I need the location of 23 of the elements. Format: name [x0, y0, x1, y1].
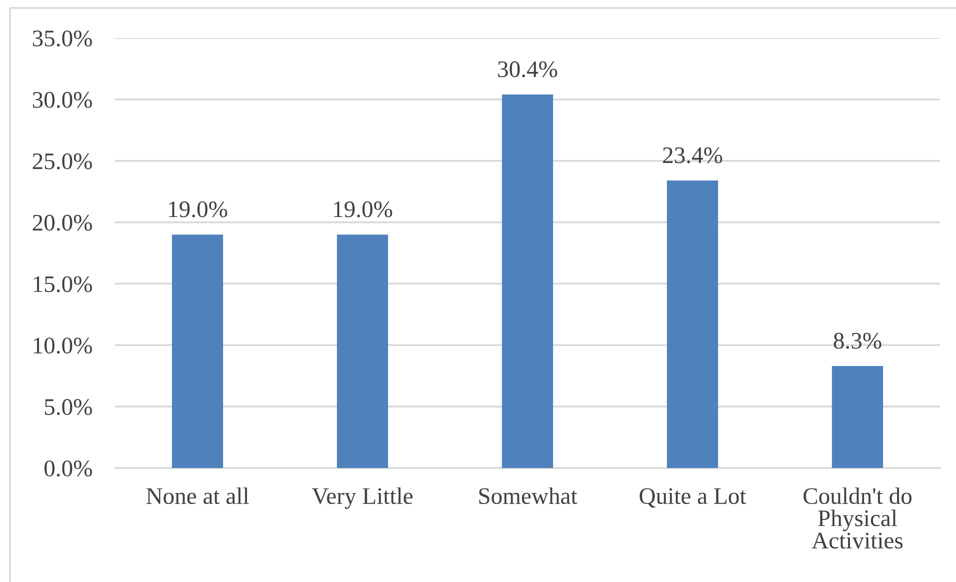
- y-tick-label: 35.0%: [32, 30, 92, 47]
- y-tick-label: 10.0%: [34, 338, 92, 354]
- bar: [172, 234, 224, 468]
- y-tick-label: 20.0%: [32, 214, 92, 231]
- data-label: 19.0%: [334, 201, 392, 218]
- y-tick-label: 5.0%: [44, 399, 92, 416]
- bar: [832, 366, 884, 468]
- x-tick-label: Very Little: [312, 487, 412, 509]
- bar: [666, 180, 718, 468]
- data-label: 30.4%: [498, 61, 558, 78]
- x-tick-label: Quite a Lot: [640, 488, 746, 508]
- bar: [502, 94, 554, 468]
- y-tick-label: 30.0%: [32, 92, 92, 108]
- y-tick-label: 0.0%: [44, 460, 92, 477]
- data-label: 19.0%: [169, 201, 228, 218]
- y-tick-label: 15.0%: [34, 276, 92, 292]
- x-tick-label: None at all: [146, 487, 249, 504]
- x-tick-label: Somewhat: [479, 487, 578, 504]
- data-label: 8.3%: [834, 332, 882, 349]
- bar: [336, 234, 388, 468]
- data-label: 23.4%: [663, 147, 722, 164]
- x-tick-label: Couldn't do Physical Activities: [804, 487, 912, 549]
- y-tick-label: 25.0%: [32, 153, 92, 170]
